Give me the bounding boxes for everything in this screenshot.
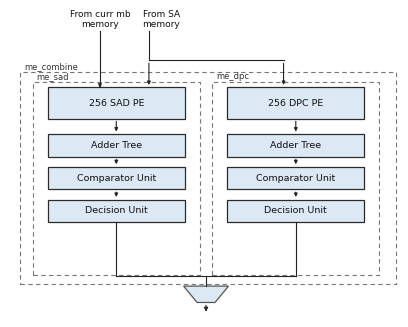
- Bar: [48, 87, 184, 118]
- Text: Adder Tree: Adder Tree: [270, 141, 322, 150]
- Text: Decision Unit: Decision Unit: [85, 206, 148, 215]
- Bar: [48, 134, 184, 157]
- Text: me_dpc: me_dpc: [216, 72, 249, 81]
- Text: me_combine: me_combine: [24, 62, 78, 71]
- Bar: [228, 87, 364, 118]
- Text: Comparator Unit: Comparator Unit: [77, 174, 156, 183]
- Bar: [228, 167, 364, 189]
- Bar: [228, 134, 364, 157]
- Text: 256 SAD PE: 256 SAD PE: [89, 98, 144, 108]
- Bar: [212, 82, 379, 275]
- Text: Comparator Unit: Comparator Unit: [256, 174, 335, 183]
- Bar: [33, 82, 200, 275]
- Text: From SA
memory: From SA memory: [142, 10, 180, 29]
- Text: Adder Tree: Adder Tree: [91, 141, 142, 150]
- Bar: [228, 200, 364, 222]
- Bar: [20, 72, 396, 284]
- Text: 256 DPC PE: 256 DPC PE: [268, 98, 324, 108]
- Bar: [48, 167, 184, 189]
- Polygon shape: [184, 286, 228, 302]
- Bar: [48, 200, 184, 222]
- Text: me_sad: me_sad: [37, 72, 69, 81]
- Text: From curr mb
memory: From curr mb memory: [70, 10, 130, 29]
- Text: Decision Unit: Decision Unit: [264, 206, 327, 215]
